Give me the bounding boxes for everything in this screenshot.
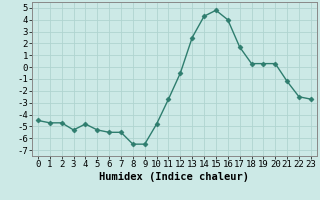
X-axis label: Humidex (Indice chaleur): Humidex (Indice chaleur) xyxy=(100,172,249,182)
